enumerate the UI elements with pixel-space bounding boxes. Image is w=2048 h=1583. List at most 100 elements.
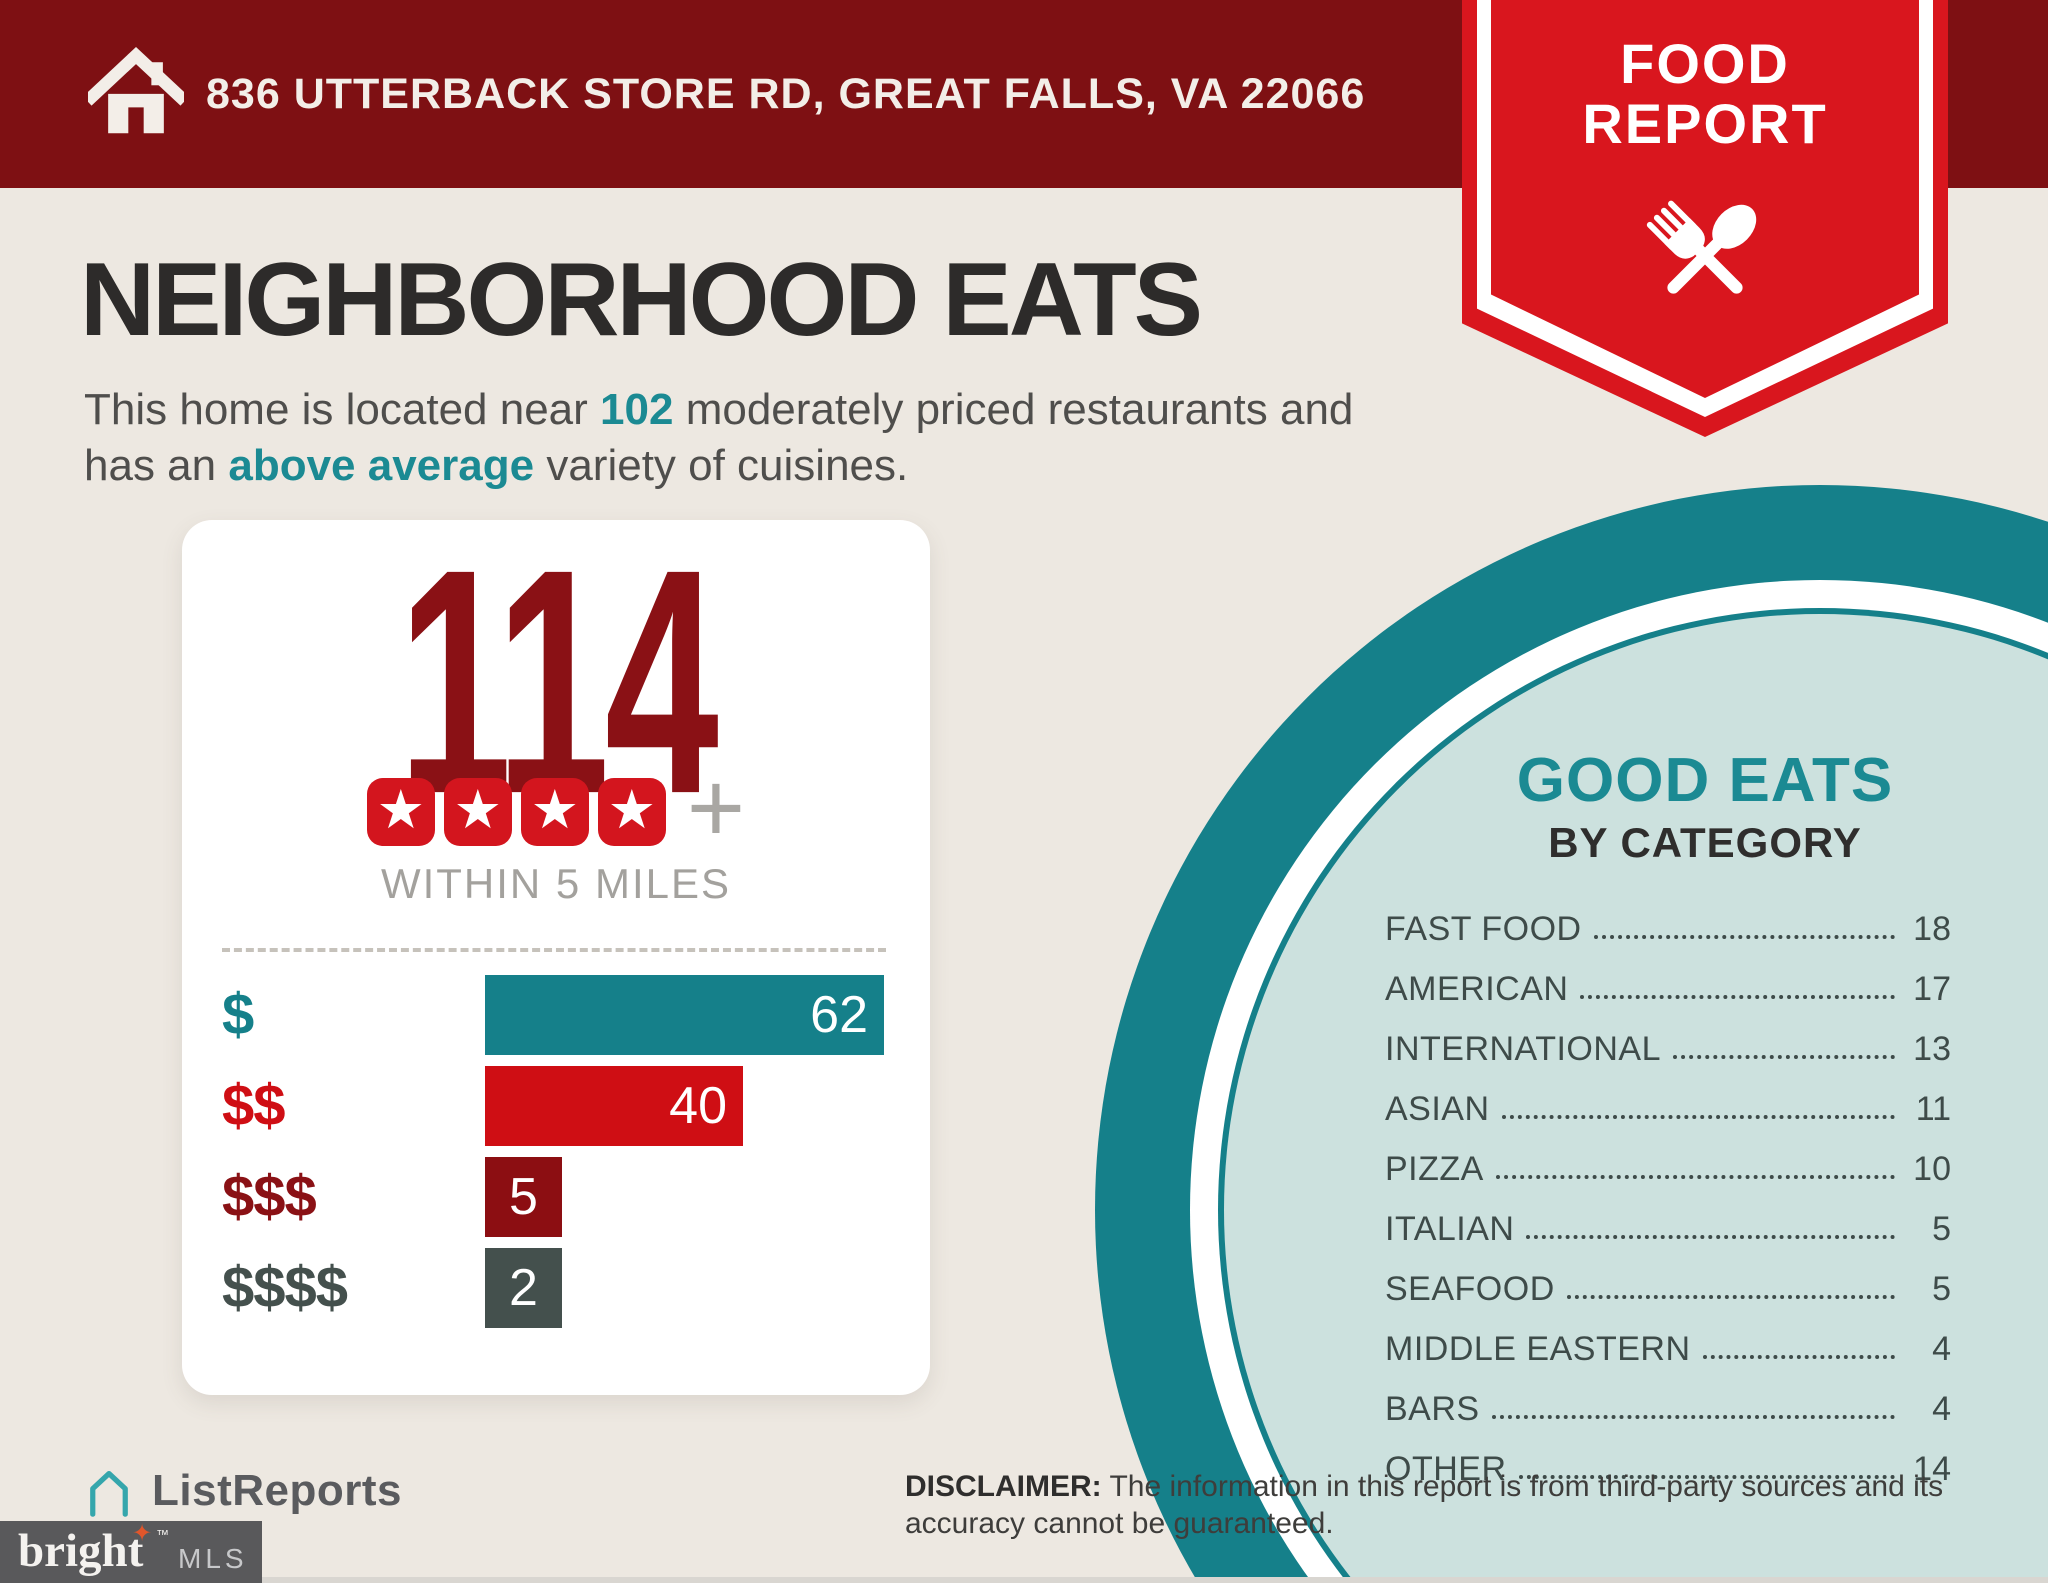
category-count: 5 (1932, 1209, 1951, 1248)
category-label: FAST FOOD (1385, 909, 1582, 948)
star-icon: ★ (366, 778, 435, 846)
dotted-leader (1491, 1415, 1895, 1419)
mls-wordmark: MLS (178, 1543, 248, 1574)
dotted-leader (1495, 1175, 1895, 1179)
category-list: FAST FOOD 18 AMERICAN 17 INTERNATIONAL 13 ASIA… (1385, 888, 1951, 1488)
price-bar-row: $$$ 5 (222, 1157, 900, 1237)
star-glyph: ★ (453, 780, 502, 840)
price-bars: $62 $$ 40 $$$ 5 $$$$ 2 (222, 975, 900, 1339)
dotted-leader (1566, 1295, 1895, 1299)
bright-trademark: ™ (156, 1527, 169, 1542)
category-count: 4 (1932, 1389, 1951, 1428)
star-icon: ★ (520, 778, 589, 846)
price-bar-track: 5 (485, 1157, 900, 1237)
page-title: NEIGHBORHOOD EATS (80, 242, 1203, 358)
intro-line1-post: moderately priced restaurants and (673, 385, 1354, 434)
price-bar-track: 62 (485, 975, 900, 1055)
intro-line2-post: variety of cuisines. (534, 441, 909, 491)
star-glyph: ★ (607, 780, 656, 840)
disclaimer-line1: DISCLAIMER: The information in this repo… (905, 1468, 1943, 1505)
category-label: OTHER (1385, 1449, 1507, 1488)
star-rating: ★ ★ ★ ★ + (182, 752, 930, 864)
price-tier-label: $$ (222, 1073, 286, 1138)
disclaimer-line2: accuracy cannot be guaranteed. (905, 1507, 1334, 1540)
category-row: AMERICAN 17 (1385, 948, 1951, 1008)
star-icon: ★ (597, 778, 666, 846)
category-label: ASIAN (1385, 1089, 1490, 1128)
plus-sign: + (686, 752, 746, 864)
dotted-leader (1501, 1115, 1895, 1119)
price-bar-row: $$ 40 (222, 1066, 900, 1146)
disclaimer: DISCLAIMER: The information in this repo… (905, 1468, 1943, 1542)
disclaimer-label: DISCLAIMER: (905, 1470, 1102, 1503)
star-glyph: ★ (530, 780, 579, 840)
price-bar: 2 (485, 1248, 562, 1328)
category-row: PIZZA 10 (1385, 1128, 1951, 1188)
category-row: ITALIAN 5 (1385, 1188, 1951, 1248)
category-label: BARS (1385, 1389, 1480, 1428)
intro-line1-pre: This home is located near (84, 385, 601, 434)
bright-mls-logo: bright ✦ ™ MLS (0, 1520, 262, 1583)
price-tier-label: $$$$ (222, 1255, 348, 1320)
dotted-leader (1526, 1235, 1895, 1239)
price-bar-row: $62 (222, 975, 900, 1055)
intro-line2: has an above average variety of cuisines… (84, 438, 1353, 494)
category-count: 11 (1915, 1089, 1951, 1128)
bright-wordmark: bright (18, 1525, 144, 1577)
intro-line2-pre: has an (84, 441, 229, 491)
dotted-leader (1673, 1055, 1895, 1059)
dotted-leader (1593, 935, 1895, 939)
listreports-house-icon (90, 1470, 128, 1517)
category-label: ITALIAN (1385, 1209, 1515, 1248)
property-address: 836 UTTERBACK STORE RD, GREAT FALLS, VA … (206, 69, 1366, 118)
ribbon-title-line2: REPORT (1582, 92, 1828, 155)
category-row: OTHER 14 (1385, 1428, 1951, 1488)
category-row: BARS 4 (1385, 1368, 1951, 1428)
restaurant-count: 102 (600, 385, 674, 434)
price-bar-row: $$$$ 2 (222, 1248, 900, 1328)
within-miles-label: WITHIN 5 MILES (380, 860, 732, 907)
price-bar-value: 40 (669, 1077, 727, 1135)
price-bar-value: 62 (810, 986, 868, 1044)
stat-card: 114 ★ ★ ★ ★ + WITHIN 5 MILES $62 $$ 40 $$$ 5 $$$$… (182, 520, 930, 1395)
category-row: ASIAN 11 (1385, 1068, 1951, 1128)
price-tier-label: $ (222, 982, 254, 1047)
category-row: MIDDLE EASTERN 4 (1385, 1308, 1951, 1368)
category-count: 13 (1913, 1029, 1951, 1068)
category-label: SEAFOOD (1385, 1269, 1555, 1308)
category-count: 4 (1932, 1329, 1951, 1368)
dotted-leader (1580, 995, 1895, 999)
food-report-ribbon: FOOD REPORT (1462, 0, 1948, 437)
good-eats-heading: GOOD EATS BY CATEGORY (1425, 750, 1985, 864)
category-count: 5 (1932, 1269, 1951, 1308)
ribbon-title-line1: FOOD (1620, 32, 1790, 95)
price-bar: 62 (485, 975, 884, 1055)
price-bar-track: 40 (485, 1066, 900, 1146)
variety-highlight: above average (228, 441, 535, 491)
price-bar-value: 2 (509, 1259, 538, 1317)
price-bar: 40 (485, 1066, 743, 1146)
price-tier-label: $$$ (222, 1164, 317, 1229)
price-bar: 5 (485, 1157, 562, 1237)
category-row: SEAFOOD 5 (1385, 1248, 1951, 1308)
category-row: FAST FOOD 18 (1385, 888, 1951, 948)
category-row: INTERNATIONAL 13 (1385, 1008, 1951, 1068)
intro-line1: This home is located near 102 moderately… (84, 382, 1353, 438)
star-glyph: ★ (376, 780, 425, 840)
category-count: 17 (1913, 969, 1951, 1008)
star-icon: ★ (443, 778, 512, 846)
home-icon (88, 46, 184, 134)
listreports-wordmark: ListReports (152, 1466, 402, 1515)
category-label: INTERNATIONAL (1385, 1029, 1662, 1068)
bottom-edge-strip (0, 1577, 2048, 1583)
category-label: MIDDLE EASTERN (1385, 1329, 1691, 1368)
good-eats-title: GOOD EATS (1516, 746, 1894, 815)
price-bar-value: 5 (509, 1168, 538, 1226)
disclaimer-line1-text: The information in this report is from t… (1101, 1470, 1944, 1503)
intro-text: This home is located near 102 moderately… (84, 382, 1353, 495)
category-count: 10 (1913, 1149, 1951, 1188)
dotted-leader (1518, 1475, 1895, 1479)
category-label: PIZZA (1385, 1149, 1484, 1188)
good-eats-subtitle: BY CATEGORY (1548, 819, 1862, 866)
